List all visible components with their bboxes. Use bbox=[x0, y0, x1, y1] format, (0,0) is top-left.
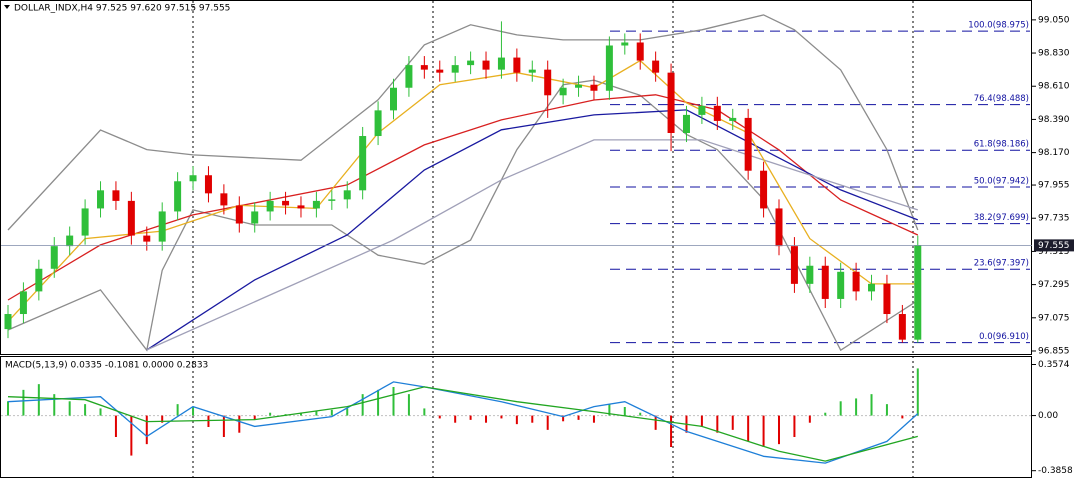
candle-body bbox=[97, 190, 105, 209]
last-price-label: 97.555 bbox=[1038, 241, 1070, 251]
candle-body bbox=[652, 60, 660, 73]
y-tick-label: 98.830 bbox=[1038, 49, 1070, 59]
candle-body bbox=[312, 200, 320, 209]
candle-body bbox=[868, 283, 876, 292]
y-tick-label: 97.735 bbox=[1038, 214, 1070, 224]
fib-label: 23.6(97.397) bbox=[974, 259, 1029, 269]
candle-body bbox=[328, 199, 336, 201]
candle-body bbox=[50, 246, 58, 269]
candle-body bbox=[760, 170, 768, 209]
indicator-line bbox=[7, 14, 919, 231]
chart-title: DOLLAR_INDX,H4 97.525 97.620 97.515 97.5… bbox=[14, 4, 230, 14]
last-price-box bbox=[1034, 239, 1074, 252]
candle-body bbox=[189, 175, 197, 182]
candle-body bbox=[112, 190, 120, 201]
candle-body bbox=[821, 265, 829, 299]
candle-body bbox=[174, 181, 182, 212]
menu-icon[interactable] bbox=[4, 5, 10, 9]
candle-body bbox=[158, 211, 166, 242]
candle-body bbox=[390, 87, 397, 111]
candle-body bbox=[359, 136, 367, 191]
plot-layer: 100.0(98.975) 76.4(98.488) 61.8(98.186) 50.… bbox=[1, 14, 1032, 464]
candle-body bbox=[143, 235, 151, 242]
candle-body bbox=[775, 208, 783, 247]
y-tick-label: 97.295 bbox=[1038, 280, 1070, 290]
candle-body bbox=[451, 65, 459, 73]
candle-body bbox=[729, 117, 737, 121]
indicator-line bbox=[146, 109, 919, 351]
y-tick-label: 97.075 bbox=[1038, 313, 1070, 323]
y-tick-label: 97.515 bbox=[1038, 247, 1070, 257]
candle-body bbox=[528, 69, 536, 73]
candle-body bbox=[127, 200, 135, 236]
macd-title: MACD(5,13,9) 0.0335 -0.1081 0.0000 0.283… bbox=[5, 361, 208, 371]
candle-body bbox=[436, 69, 444, 73]
y-tick-label: 0.00 bbox=[1038, 411, 1058, 421]
candle-body bbox=[220, 193, 228, 206]
candle-body bbox=[235, 205, 243, 224]
y-tick-label: 97.955 bbox=[1038, 181, 1070, 191]
candle-body bbox=[883, 283, 891, 315]
fib-label: 38.2(97.699) bbox=[974, 213, 1029, 223]
fib-label: 76.4(98.488) bbox=[974, 94, 1029, 104]
candle-body bbox=[282, 200, 290, 206]
indicator-line bbox=[7, 381, 919, 464]
candle-body bbox=[914, 245, 922, 340]
candle-body bbox=[19, 291, 27, 315]
y-tick-label: 98.390 bbox=[1038, 115, 1070, 125]
fib-label: 0.0(96.910) bbox=[979, 332, 1029, 342]
candle-body bbox=[636, 42, 644, 61]
candle-body bbox=[806, 265, 814, 284]
indicator-line bbox=[146, 139, 918, 351]
candle-body bbox=[559, 87, 567, 96]
candle-body bbox=[682, 114, 690, 133]
candle-body bbox=[204, 175, 212, 194]
candle-body bbox=[713, 105, 721, 121]
candle-body bbox=[266, 200, 274, 212]
candle-body bbox=[467, 60, 475, 66]
y-tick-label: -0.3858 bbox=[1038, 466, 1073, 476]
candle-body bbox=[374, 110, 382, 137]
y-tick-label: 99.050 bbox=[1038, 15, 1070, 25]
candle-body bbox=[698, 105, 706, 115]
y-tick-label: 96.855 bbox=[1038, 346, 1070, 356]
y-tick-label: 0.3574 bbox=[1038, 360, 1070, 370]
candle-body bbox=[4, 314, 12, 330]
fib-label: 100.0(98.975) bbox=[968, 21, 1029, 31]
fib-label: 61.8(98.186) bbox=[974, 140, 1029, 150]
candle-body bbox=[575, 84, 583, 88]
y-tick-label: 98.610 bbox=[1038, 82, 1070, 92]
candle-body bbox=[621, 42, 629, 46]
candle-body bbox=[590, 84, 598, 91]
candle-body bbox=[497, 57, 505, 70]
indicator-line bbox=[7, 79, 919, 352]
candle-body bbox=[790, 246, 798, 284]
candle-body bbox=[744, 117, 752, 171]
candle-body bbox=[852, 271, 860, 292]
candle-body bbox=[405, 65, 413, 88]
candle-body bbox=[898, 314, 906, 340]
y-tick-label: 98.170 bbox=[1038, 148, 1070, 158]
candle-body bbox=[420, 65, 428, 70]
candle-body bbox=[251, 211, 259, 224]
candle-body bbox=[667, 72, 675, 133]
candle-body bbox=[81, 208, 89, 236]
candle-body bbox=[544, 69, 552, 96]
indicator-line bbox=[7, 386, 918, 462]
main-panel bbox=[0, 0, 1032, 355]
fib-label: 50.0(97.942) bbox=[974, 177, 1029, 187]
candle-body bbox=[513, 57, 521, 73]
candle-body bbox=[837, 271, 845, 299]
candle-body bbox=[297, 205, 305, 209]
candle-body bbox=[35, 268, 43, 292]
candle-body bbox=[605, 45, 613, 91]
candle-body bbox=[343, 190, 351, 200]
candle-body bbox=[66, 235, 74, 247]
candle-body bbox=[482, 60, 490, 70]
